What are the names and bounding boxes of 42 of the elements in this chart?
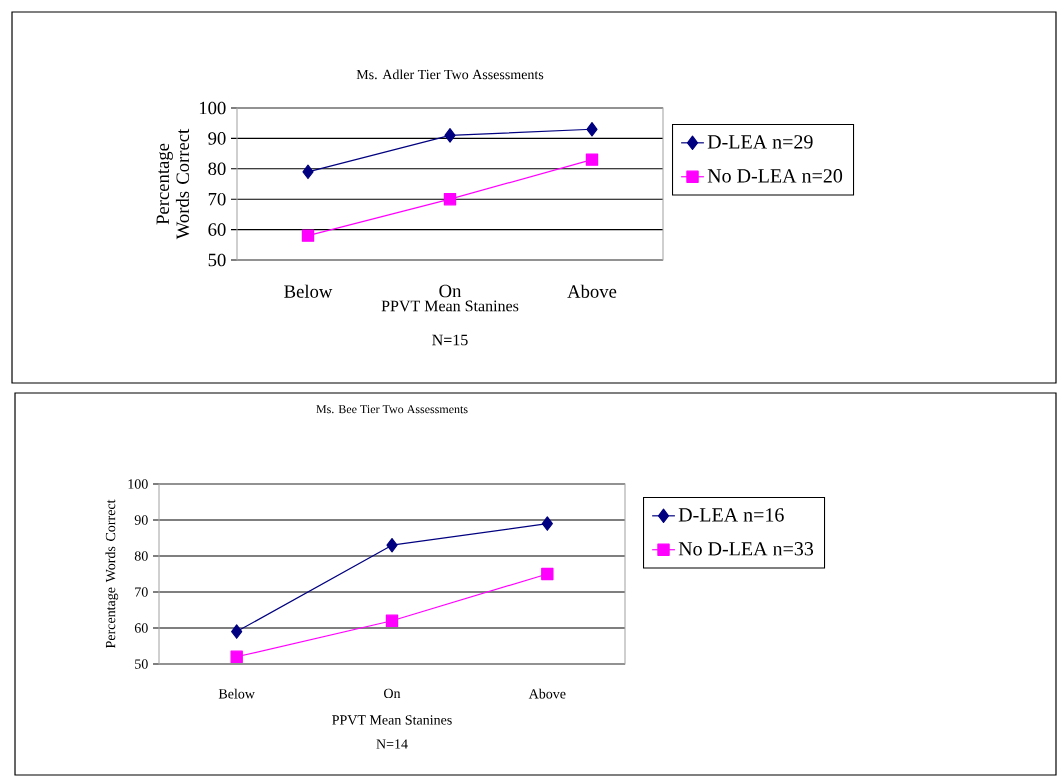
x-axis-title: PPVT Mean Stanines [381,300,519,312]
y-tick-label: 80 [208,162,226,176]
point [586,122,598,137]
legend-label: No D-LEA n=33 [678,542,814,556]
point [385,614,399,627]
x-tick-label: On [384,688,401,699]
chart-title: Ms. Adler Tier Two Assessments [356,69,544,80]
y-tick-label: 70 [135,587,148,597]
point [231,624,243,639]
y-tick-label: 80 [134,551,148,561]
point [386,537,398,553]
y-tick-label: 60 [134,623,148,633]
point [541,516,553,531]
legend-label: No D-LEA n=20 [707,169,843,183]
x-axis-title: PPVT Mean Stanines [332,715,452,725]
point [443,192,457,206]
x-tick-label: Above [528,688,566,699]
point [585,153,599,166]
y-tick-label: 100 [128,479,148,489]
text: N=14 [376,739,408,749]
y-tick-label: 90 [134,515,148,525]
text: N=15 [432,334,468,346]
legend-label: D-LEA n=16 [678,508,784,522]
x-tick-label: Below [218,688,255,699]
y-tick-label: 100 [199,101,226,115]
point [444,128,456,143]
y-tick-label: 90 [208,132,226,145]
y-tick-label: 60 [208,223,226,236]
y-tick-label: 70 [208,192,226,206]
x-tick-label: Below [284,284,333,298]
y-axis-title: Percentage Words Correct [156,128,190,240]
point [230,650,243,663]
legend-label: D-LEA n=29 [707,135,813,149]
chart-title: Ms. Bee Tier Two Assessments [316,405,468,414]
y-axis-title: Percentage Words Correct [105,499,119,649]
y-tick-label: 50 [135,659,148,669]
x-tick-label: On [439,284,462,298]
point [302,164,314,180]
point [541,567,554,581]
point [301,229,315,242]
x-tick-label: Above [567,284,617,298]
y-tick-label: 50 [208,253,226,267]
